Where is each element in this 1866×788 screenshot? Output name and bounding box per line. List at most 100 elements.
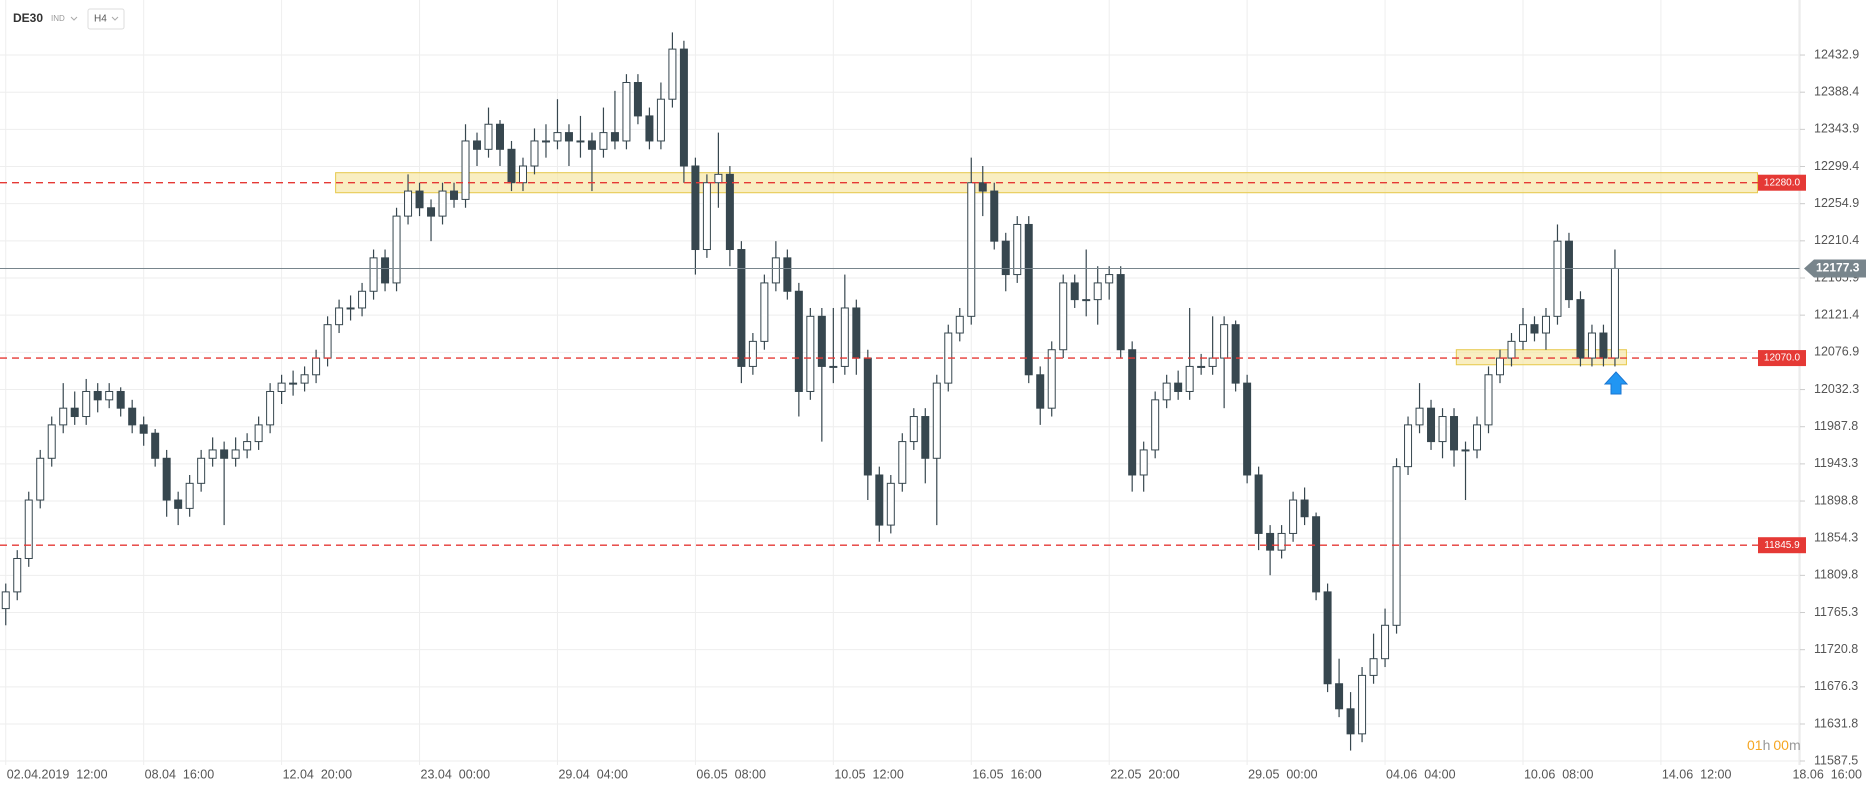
candle-body <box>1461 449 1470 452</box>
candle-body <box>978 182 987 192</box>
y-tick-label: 12343.9 <box>1814 122 1859 136</box>
grid <box>0 0 1800 765</box>
candle-body <box>243 441 252 451</box>
candle-body <box>1450 416 1459 451</box>
candle-body <box>783 257 792 292</box>
candle-body <box>1564 240 1573 301</box>
y-tick-label: 11765.3 <box>1814 605 1858 619</box>
candle-body <box>1358 674 1367 735</box>
y-tick-label: 11987.8 <box>1814 419 1858 433</box>
candle-body <box>116 390 125 409</box>
x-tick-label: 14.06 12:00 <box>1662 767 1732 781</box>
candle-body <box>794 290 803 392</box>
level-label: 12070.0 <box>1764 353 1801 364</box>
candle-body <box>1093 282 1102 301</box>
x-tick-label: 02.04.2019 12:00 <box>7 767 108 781</box>
candle-body <box>1438 416 1447 443</box>
candle-body <box>1151 399 1160 451</box>
y-tick-label: 12076.9 <box>1814 345 1859 359</box>
candle-body <box>967 182 976 317</box>
candle-body <box>450 190 459 200</box>
candle-body <box>254 424 263 443</box>
candle-body <box>1518 324 1527 342</box>
candle-body <box>518 165 527 184</box>
x-tick-label: 29.04 04:00 <box>558 767 628 781</box>
candle-body <box>427 207 436 217</box>
candle-body <box>863 357 872 476</box>
y-tick-label: 12254.9 <box>1814 196 1859 210</box>
candle-body <box>1507 340 1516 359</box>
candle-body <box>1427 407 1436 443</box>
current-price-label: 12177.3 <box>1816 261 1860 275</box>
x-tick-label: 29.05 00:00 <box>1248 767 1318 781</box>
candle-body <box>1220 324 1229 359</box>
candle-body <box>1381 624 1390 660</box>
candle-body <box>266 390 275 426</box>
candle-body <box>725 173 734 251</box>
candle-body <box>1254 474 1263 534</box>
candle-body <box>1266 532 1275 551</box>
candle-body <box>1116 274 1125 351</box>
candle-body <box>1300 499 1309 518</box>
candle-body <box>587 140 596 150</box>
candle-body <box>748 340 757 367</box>
candle-body <box>128 407 137 426</box>
candle-body <box>829 365 838 368</box>
candle-body <box>312 357 321 376</box>
candle-body <box>760 282 769 342</box>
current-price-box <box>1804 259 1866 278</box>
y-tick-label: 11631.8 <box>1814 716 1858 730</box>
arrow-up <box>1603 371 1629 395</box>
y-tick-label: 11854.3 <box>1814 530 1858 544</box>
candle-body <box>1484 374 1493 426</box>
y-tick-label: 11587.5 <box>1814 753 1858 767</box>
candle-body <box>438 190 447 217</box>
countdown-minutes: 00 <box>1773 737 1789 753</box>
candle-body <box>24 499 33 559</box>
candle-body <box>1174 382 1183 392</box>
candle-body <box>1197 365 1206 368</box>
candle-body <box>1312 516 1321 593</box>
x-tick-label: 12.04 20:00 <box>283 767 353 781</box>
dropdown-icon[interactable] <box>111 16 119 21</box>
candle-body <box>1587 332 1596 359</box>
interval-selector[interactable] <box>87 8 125 30</box>
candle-body <box>679 48 688 167</box>
level-label-box <box>1758 350 1806 367</box>
candle-body <box>553 132 562 142</box>
candle-body <box>1415 407 1424 426</box>
y-tick-label: 11898.8 <box>1814 493 1858 507</box>
interval[interactable]: H4 <box>94 14 107 25</box>
candle-body <box>656 98 665 142</box>
candle-body <box>921 416 930 459</box>
x-tick-label: 10.06 08:00 <box>1524 767 1594 781</box>
candle-body <box>1392 466 1401 626</box>
candle-body <box>564 132 573 142</box>
x-tick-label: 10.05 12:00 <box>834 767 904 781</box>
dropdown-icon[interactable] <box>70 16 78 21</box>
candle-body <box>1162 382 1171 401</box>
symbol: DE30 <box>13 11 43 25</box>
candle-body <box>1496 357 1504 376</box>
candle-body <box>162 457 171 501</box>
y-tick-label: 11676.3 <box>1814 679 1858 693</box>
y-tick-label: 11943.3 <box>1814 456 1858 470</box>
candle-body <box>771 257 780 284</box>
y-tick-label: 12121.4 <box>1814 307 1859 321</box>
candle-body <box>702 182 711 251</box>
x-tick-label: 06.05 08:00 <box>696 767 766 781</box>
y-tick-label: 11809.8 <box>1814 568 1858 582</box>
candle-body <box>1553 240 1562 317</box>
candle-body <box>473 140 482 150</box>
candle-body <box>185 482 194 509</box>
level-label-box <box>1758 174 1806 191</box>
candle-body <box>714 173 723 184</box>
candle-body <box>1185 365 1194 392</box>
instrument-type: IND <box>51 14 65 23</box>
candle-body <box>1243 382 1252 476</box>
level-label-box <box>1758 537 1806 554</box>
candle-body <box>404 190 413 217</box>
candle-body <box>1610 267 1619 359</box>
candle-body <box>36 457 45 501</box>
